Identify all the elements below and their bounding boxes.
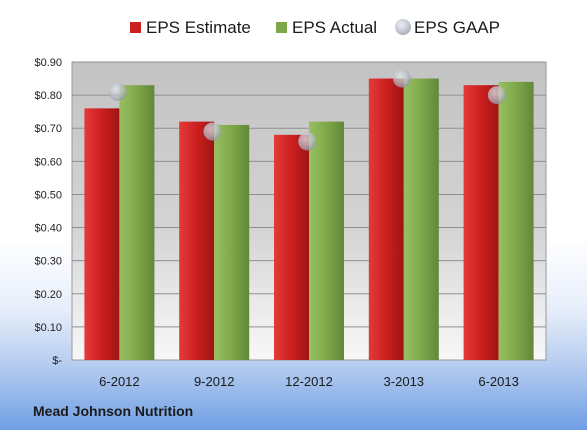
bar-eps-estimate xyxy=(368,78,404,361)
y-tick-label: $0.40 xyxy=(34,223,62,235)
x-tick-label: 12-2012 xyxy=(285,374,333,389)
company-name: Mead Johnson Nutrition xyxy=(33,403,194,419)
y-tick-label: $0.80 xyxy=(34,90,62,102)
gaap-markers xyxy=(108,69,506,151)
y-tick-label: $0.10 xyxy=(34,322,62,334)
marker-eps-gaap xyxy=(393,69,412,88)
x-tick-label: 6-2012 xyxy=(99,374,139,389)
marker-eps-gaap xyxy=(108,82,127,101)
x-axis-ticks: 6-2012 9-2012 12-2012 3-2013 6-2013 xyxy=(99,374,519,389)
bar-eps-estimate xyxy=(179,121,215,360)
bar-eps-estimate xyxy=(84,108,120,360)
legend-label: EPS Actual xyxy=(292,18,377,37)
bar-eps-estimate xyxy=(274,134,309,360)
bar-eps-actual xyxy=(498,81,534,360)
y-tick-label: $- xyxy=(52,355,62,367)
y-tick-label: $0.50 xyxy=(34,189,62,201)
bars xyxy=(84,78,534,361)
legend-swatch-estimate xyxy=(130,22,141,33)
bar-eps-actual xyxy=(214,124,250,361)
legend-swatch-gaap xyxy=(395,19,411,35)
bar-eps-actual xyxy=(403,78,439,361)
bar-eps-actual xyxy=(309,121,344,360)
y-tick-label: $0.20 xyxy=(34,289,62,301)
marker-eps-gaap xyxy=(203,122,222,141)
legend: EPS Estimate EPS Actual EPS GAAP xyxy=(130,18,500,37)
y-axis-ticks: $- $0.10 $0.20 $0.30 $0.40 $0.50 $0.60 $0.70 $0.… xyxy=(34,57,62,367)
bar-eps-actual xyxy=(119,85,155,360)
x-tick-label: 6-2013 xyxy=(478,374,518,389)
legend-swatch-actual xyxy=(276,22,287,33)
y-tick-label: $0.60 xyxy=(34,156,62,168)
x-tick-label: 9-2012 xyxy=(194,374,234,389)
marker-eps-gaap xyxy=(298,132,317,151)
legend-label: EPS Estimate xyxy=(146,18,251,37)
y-tick-label: $0.30 xyxy=(34,256,62,268)
y-tick-label: $0.90 xyxy=(34,57,62,69)
marker-eps-gaap xyxy=(487,86,506,105)
x-tick-label: 3-2013 xyxy=(384,374,424,389)
y-tick-label: $0.70 xyxy=(34,123,62,135)
legend-label: EPS GAAP xyxy=(414,18,500,37)
bar-eps-estimate xyxy=(463,85,499,360)
